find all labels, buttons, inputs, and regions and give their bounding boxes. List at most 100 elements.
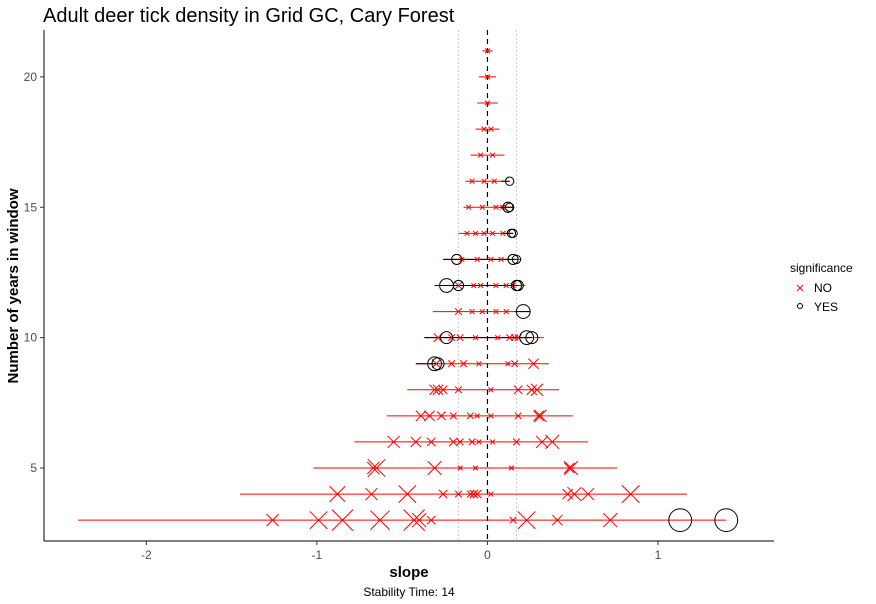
point-no-stroke-b: [481, 230, 487, 237]
chart-title: Adult deer tick density in Grid GC, Cary…: [43, 5, 455, 27]
point-no-stroke-b: [454, 490, 463, 498]
point-no: [621, 485, 640, 504]
point-no: [472, 230, 479, 237]
point-no-stroke-b: [431, 359, 441, 369]
point-no: [476, 439, 482, 445]
point-no: [469, 308, 475, 315]
point-no: [426, 515, 436, 525]
point-no-stroke-b: [456, 333, 464, 342]
point-no: [513, 385, 523, 395]
point-yes: [504, 202, 515, 212]
point-no: [424, 410, 435, 422]
point-no-stroke-b: [488, 491, 494, 497]
point-no-stroke-b: [427, 460, 442, 476]
point-no-stroke-b: [481, 178, 487, 184]
point-no-stroke-b: [370, 510, 390, 531]
point-no: [528, 358, 539, 370]
point-no-stroke-b: [545, 434, 560, 450]
point-no-stroke-b: [466, 490, 475, 498]
point-no-stroke-b: [438, 385, 448, 395]
point-no-stroke-b: [429, 384, 441, 396]
point-no-stroke-b: [472, 230, 479, 237]
point-no-stroke-b: [309, 511, 328, 530]
point-no-stroke-b: [530, 383, 544, 397]
point-no-stroke-b: [469, 178, 475, 184]
point-no-stroke-b: [503, 308, 509, 315]
point-no-stroke-b: [503, 282, 509, 289]
point-no-stroke-b: [533, 409, 547, 423]
point-no-stroke-b: [415, 410, 427, 422]
point-no: [488, 126, 494, 132]
point-no-stroke-b: [367, 458, 386, 478]
point-no: [603, 512, 618, 528]
point-no-stroke-b: [526, 384, 538, 396]
point-no-stroke-b: [398, 485, 417, 504]
point-no-stroke-b: [489, 152, 496, 158]
point-no-stroke-b: [494, 334, 501, 341]
y-tick-label: 5: [30, 461, 37, 475]
point-no-stroke-b: [476, 360, 482, 367]
point-no-stroke-b: [426, 515, 436, 525]
point-no: [427, 460, 442, 476]
point-no-stroke-b: [426, 437, 436, 447]
point-no: [481, 230, 487, 237]
point-no-stroke-b: [474, 256, 480, 263]
legend-label-yes: YES: [814, 300, 838, 314]
point-no: [454, 307, 463, 316]
point-no-stroke-b: [484, 48, 491, 54]
x-tick-label: 1: [655, 548, 662, 562]
point-no: [472, 489, 482, 499]
point-no-stroke-b: [493, 282, 499, 289]
legend-title: significance: [790, 261, 853, 275]
point-no: [459, 360, 468, 368]
point-no: [494, 334, 501, 341]
point-no: [535, 435, 549, 449]
point-no-stroke-b: [481, 126, 487, 132]
point-yes: [508, 228, 518, 239]
point-no-stroke-b: [511, 333, 519, 342]
y-axis-ticks: 5 10 15 20: [24, 70, 44, 475]
point-no: [498, 256, 504, 263]
point-no: [491, 178, 498, 184]
point-yes: [515, 304, 531, 319]
point-no: [511, 360, 519, 368]
point-no-stroke-b: [488, 256, 494, 263]
y-tick-label: 10: [24, 331, 38, 345]
point-no-stroke-b: [488, 387, 494, 393]
point-no-stroke-b: [454, 281, 463, 290]
point-no-stroke-b: [488, 413, 494, 419]
point-no: [511, 333, 519, 342]
point-no-stroke-b: [469, 489, 479, 499]
point-no: [454, 490, 463, 498]
point-no: [466, 490, 475, 498]
legend-x-marker-icon: [796, 284, 804, 292]
point-no: [468, 438, 476, 446]
point-no-stroke-b: [493, 308, 499, 315]
point-no-stroke-b: [509, 516, 517, 524]
x-axis-ticks: -2 -1 0 1: [141, 541, 662, 562]
point-no-stroke-b: [436, 411, 446, 421]
point-no-stroke-b: [432, 384, 444, 396]
x-axis-title: slope: [389, 564, 428, 581]
point-no: [438, 489, 448, 499]
point-no-stroke-b: [493, 204, 499, 211]
point-no: [481, 126, 487, 132]
point-no-stroke-b: [366, 461, 380, 475]
point-no: [469, 489, 479, 499]
point-no-stroke-b: [513, 385, 523, 395]
legend-item-no: NO: [796, 281, 832, 295]
point-no: [477, 282, 484, 289]
slope-ranges: [78, 50, 727, 521]
point-yes: [451, 253, 463, 266]
point-no: [426, 437, 436, 447]
point-no-stroke-b: [329, 485, 346, 503]
point-yes: [452, 279, 465, 292]
point-no-stroke-b: [464, 230, 470, 237]
point-no: [479, 308, 486, 315]
point-no-stroke-b: [466, 412, 475, 420]
point-no: [447, 360, 456, 368]
point-no-stroke-b: [505, 333, 514, 342]
point-no-stroke-b: [471, 282, 477, 289]
point-no-stroke-b: [476, 439, 482, 445]
point-no-stroke-b: [448, 437, 458, 447]
